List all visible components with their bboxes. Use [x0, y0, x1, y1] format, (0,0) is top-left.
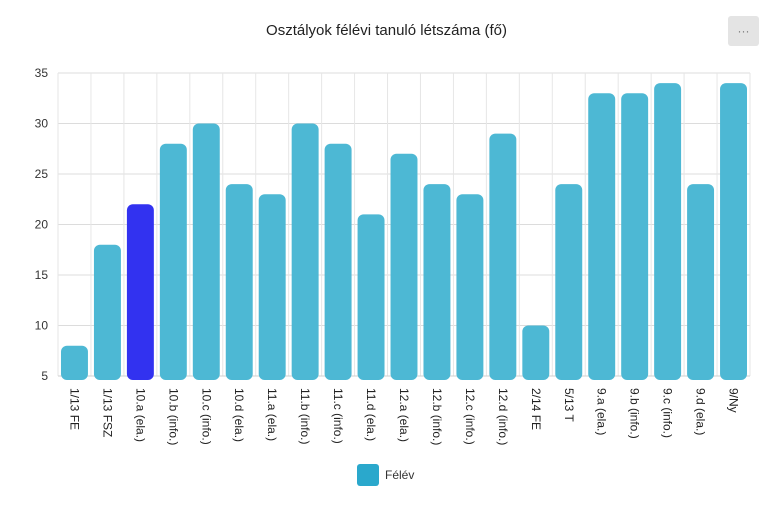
bar[interactable]: [720, 83, 747, 380]
bar[interactable]: [258, 194, 286, 380]
bar[interactable]: [357, 214, 385, 380]
x-tick-label: 11.a (ela.): [265, 388, 279, 441]
bar[interactable]: [654, 83, 682, 380]
bar[interactable]: [225, 184, 253, 380]
bar[interactable]: [159, 143, 187, 380]
y-tick-label: 35: [35, 66, 49, 80]
x-tick-label: 1/13 FE: [67, 388, 81, 430]
bar[interactable]: [61, 345, 88, 380]
y-tick-label: 20: [35, 218, 49, 232]
x-tick-label: 12.a (ela.): [397, 388, 411, 442]
legend[interactable]: Félév: [357, 464, 414, 486]
bars-layer: [61, 83, 747, 380]
x-tick-label: 10.b (info.): [166, 388, 180, 445]
x-tick-label: 9.c (info.): [661, 388, 675, 438]
chart-title: Osztályok félévi tanuló létszáma (fő): [266, 22, 507, 39]
bar[interactable]: [126, 204, 154, 380]
x-tick-label: 1/13 FSZ: [100, 388, 114, 437]
x-tick-label: 12.d (info.): [496, 388, 510, 445]
bar[interactable]: [522, 325, 550, 381]
x-tick-label: 9.b (info.): [628, 388, 642, 439]
y-tick-label: 25: [35, 167, 49, 181]
bar[interactable]: [456, 194, 484, 380]
chart-menu-button[interactable]: ···: [728, 16, 759, 46]
bar[interactable]: [291, 123, 319, 381]
x-tick-label: 9.a (ela.): [595, 388, 609, 435]
bar[interactable]: [390, 153, 418, 380]
x-tick-label: 10.a (ela.): [133, 388, 147, 442]
x-tick-label: 10.d (ela.): [232, 388, 246, 442]
bar[interactable]: [489, 133, 517, 380]
y-axis: 5 10 15 20 25 30 35: [35, 66, 49, 383]
y-tick-label: 30: [35, 117, 49, 131]
bar[interactable]: [324, 143, 352, 380]
x-tick-label: 9/Ny: [727, 388, 741, 413]
bar[interactable]: [423, 184, 451, 380]
bar[interactable]: [93, 244, 121, 380]
x-tick-label: 10.c (info.): [199, 388, 213, 445]
x-tick-label: 12.b (info.): [430, 388, 444, 445]
bar[interactable]: [555, 184, 583, 380]
bar[interactable]: [687, 184, 715, 380]
y-tick-label: 5: [41, 369, 48, 383]
x-tick-label: 11.b (info.): [298, 388, 312, 444]
x-tick-label: 2/14 FE: [529, 388, 543, 430]
x-tick-label: 12.c (info.): [463, 388, 477, 445]
x-tick-label: 5/13 T: [562, 388, 576, 422]
x-axis: 1/13 FE 1/13 FSZ 10.a (ela.) 10.b (info.) 10…: [67, 388, 740, 445]
bar[interactable]: [192, 123, 220, 381]
legend-label: Félév: [385, 468, 415, 482]
legend-swatch: [357, 464, 379, 486]
x-tick-label: 11.d (ela.): [364, 388, 378, 441]
y-tick-label: 10: [35, 319, 49, 333]
y-tick-label: 15: [35, 268, 49, 282]
bar[interactable]: [621, 93, 649, 380]
bar[interactable]: [588, 93, 616, 380]
x-tick-label: 11.c (info.): [331, 388, 345, 444]
x-tick-label: 9.d (ela.): [694, 388, 708, 435]
